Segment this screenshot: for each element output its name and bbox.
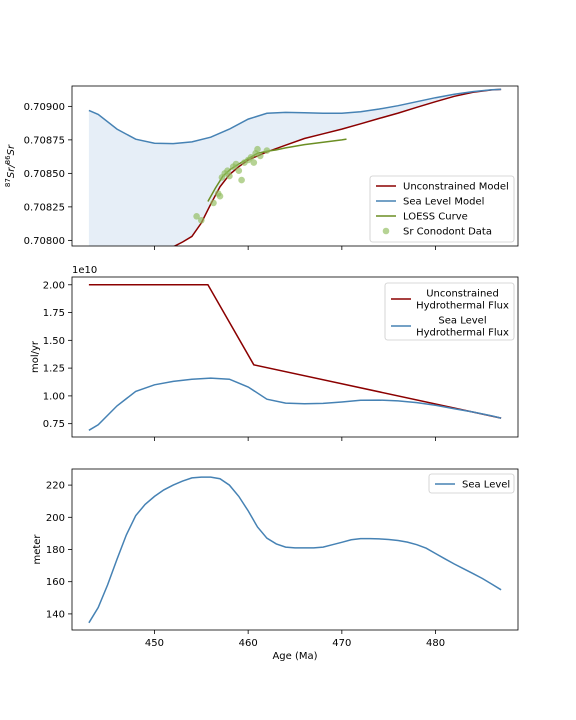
- sr-line-sea-level-model: [88, 88, 502, 145]
- sr-legend: Unconstrained Model Sea Level Model LOESS …: [369, 175, 515, 243]
- y-tick-label: 0.70875: [24, 135, 65, 146]
- sr-axes-frame: [71, 85, 519, 247]
- legend-label: Sr Conodont Data: [403, 227, 492, 238]
- flux-offset-label: 1e10: [72, 265, 97, 276]
- y-tick-label: 1.25: [43, 364, 65, 375]
- sr-data-point: [257, 152, 264, 160]
- y-tick-label: 0.75: [43, 419, 65, 430]
- sr-data-point: [210, 199, 217, 207]
- y-tick-label: 2.00: [43, 280, 65, 291]
- sr-data-point: [247, 154, 255, 161]
- legend-label: Unconstrained Model: [403, 182, 509, 193]
- sr-data-point: [309, 409, 316, 416]
- y-tick-label: 180: [46, 545, 65, 556]
- sr-data-point: [275, 419, 282, 426]
- y-tick-label: 220: [46, 481, 65, 492]
- sr-data-point: [232, 160, 240, 168]
- y-tick-label: 160: [46, 577, 65, 588]
- y-tick-label: 0.70900: [24, 102, 65, 113]
- sr-data-point: [235, 167, 243, 174]
- sr-data-point: [339, 407, 346, 414]
- sr-data-point: [226, 172, 233, 180]
- sr-data-point: [327, 410, 334, 417]
- y-tick-label: 0.70825: [24, 202, 65, 213]
- sealevel-y-axis-label: meter: [32, 534, 43, 565]
- sealevel-x-axis-label: Age (Ma): [272, 651, 317, 662]
- flux-legend: Unconstrained Hydrothermal Flux Sea Level H…: [384, 282, 515, 341]
- x-tick-label: 480: [426, 638, 445, 649]
- flux-line-sea-level-hydrothermal-flux: [88, 377, 502, 431]
- sr-data-point: [238, 176, 245, 184]
- sr-plot-area: [88, 88, 502, 426]
- sea-level-panel: 450 460 470 480 140 160 180 200 220 meter Age (M…: [32, 468, 519, 662]
- sr-data-point: [250, 159, 258, 166]
- x-tick-label: 470: [332, 638, 351, 649]
- sealevel-ticks: 450 460 470 480 140 160 180 200 220: [46, 481, 445, 649]
- legend-label: Sea Level Model: [403, 197, 484, 208]
- y-tick-label: 1.50: [43, 336, 65, 347]
- y-tick-label: 1.00: [43, 391, 65, 402]
- y-tick-label: 200: [46, 513, 65, 524]
- flux-axes-frame: [71, 276, 519, 438]
- sr-ticks: 0.70800 0.70825 0.70850 0.70875 0.70900: [24, 102, 436, 250]
- y-tick-label: 140: [46, 609, 65, 620]
- flux-plot-area: [88, 284, 502, 431]
- x-tick-label: 460: [239, 638, 258, 649]
- y-tick-label: 1.75: [43, 308, 65, 319]
- sr-data-point: [280, 410, 287, 417]
- flux-line-unconstrained-hydrothermal-flux: [88, 284, 502, 419]
- sr-data-point: [224, 167, 231, 174]
- sealevel-legend-box: [428, 473, 515, 494]
- sr-y-axis-label: 87Sr/86Sr: [4, 144, 17, 187]
- sr-data-point: [193, 213, 200, 220]
- x-tick-label: 450: [145, 638, 164, 649]
- legend-swatch: [382, 227, 390, 235]
- flux-ticks: 0.75 1.00 1.25 1.50 1.75 2.00: [43, 280, 436, 441]
- legend-label: Sea Level Hydrothermal Flux: [416, 316, 509, 339]
- sr-data-point: [320, 414, 327, 421]
- sr-data-point: [284, 413, 291, 420]
- sr-data-point: [295, 406, 302, 413]
- sr-data-point: [254, 145, 261, 153]
- legend-label: Sea Level: [462, 480, 510, 491]
- sr-data-point: [216, 192, 224, 200]
- sr-legend-box: [369, 175, 515, 243]
- flux-legend-box: [384, 282, 515, 341]
- sr-data-point: [263, 147, 271, 154]
- sr-data-point: [270, 418, 277, 425]
- hydrothermal-flux-panel: 0.75 1.00 1.25 1.50 1.75 2.00 1e10 mol/yr Unc…: [30, 265, 519, 441]
- uncertainty-band: [88, 89, 502, 246]
- flux-y-axis-label: mol/yr: [30, 340, 41, 373]
- legend-label: Unconstrained Hydrothermal Flux: [416, 289, 509, 312]
- y-tick-label: 0.70800: [24, 236, 65, 247]
- sealevel-legend: Sea Level: [428, 473, 515, 494]
- legend-label: LOESS Curve: [403, 212, 468, 223]
- sr-data-point: [198, 217, 205, 224]
- sealevel-plot-area: [88, 476, 502, 624]
- sr-data-point: [332, 409, 339, 416]
- sealevel-line-sea-level: [88, 476, 502, 624]
- strontium-isotope-panel: 0.70800 0.70825 0.70850 0.70875 0.70900 87Sr…: [4, 85, 519, 426]
- y-tick-label: 0.70850: [24, 169, 65, 180]
